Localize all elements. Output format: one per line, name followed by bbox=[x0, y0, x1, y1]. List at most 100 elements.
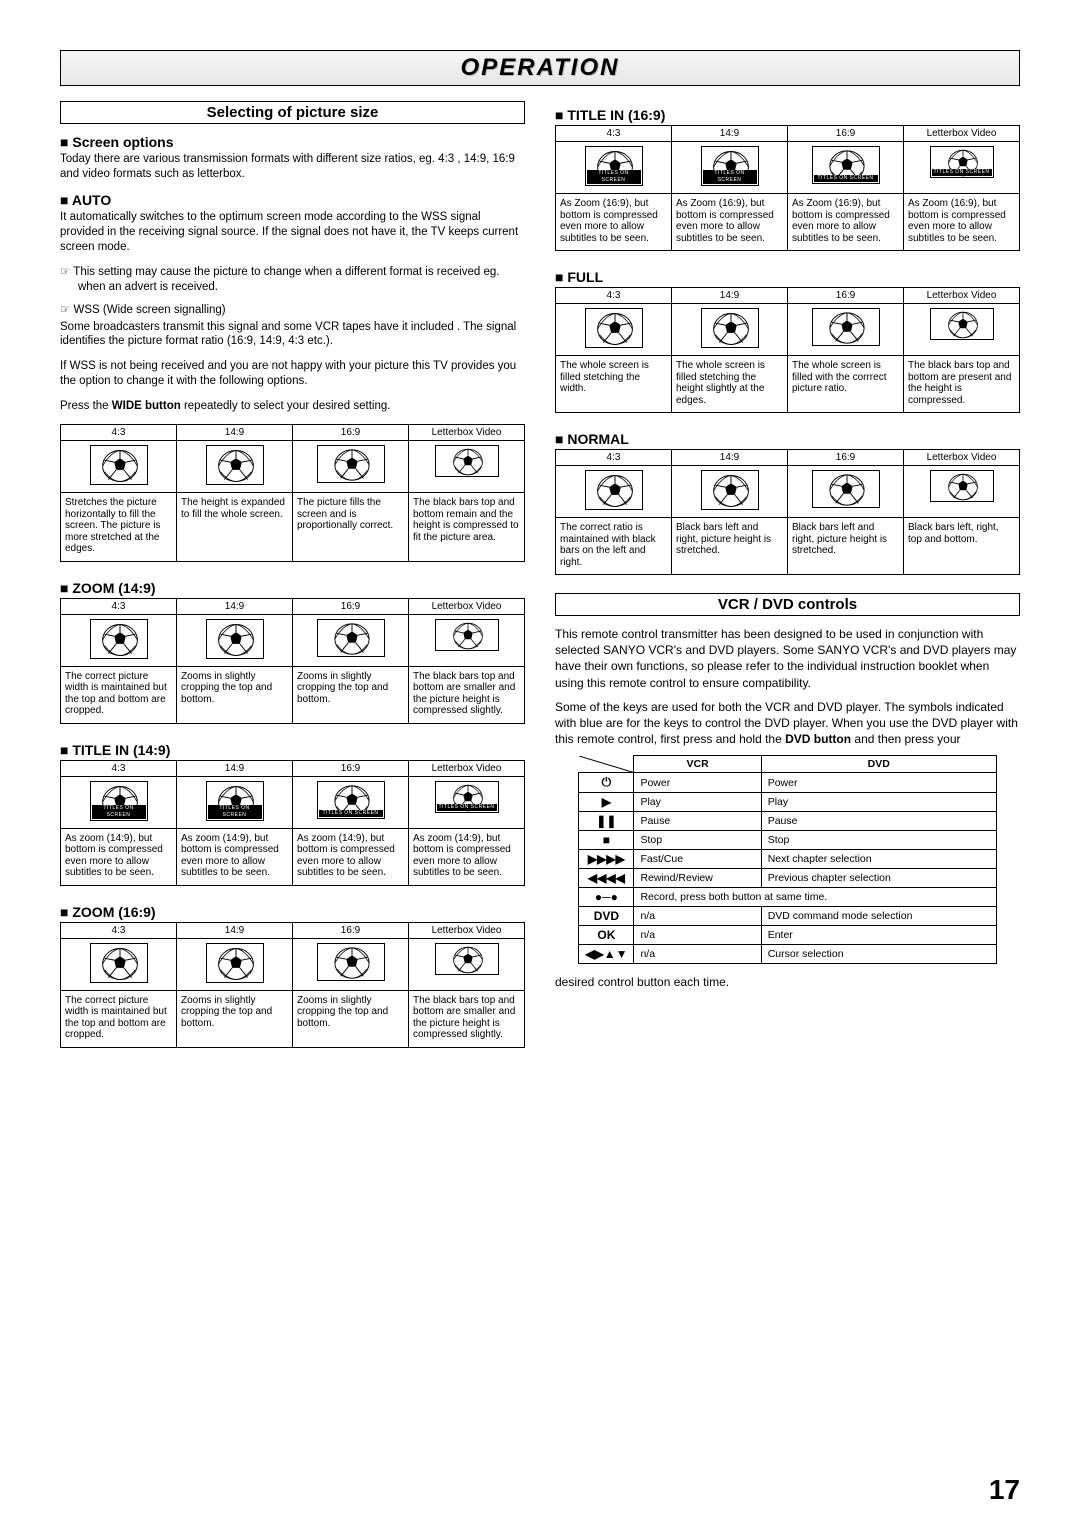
screen-preview-icon bbox=[317, 445, 385, 483]
mode-desc: As Zoom (16:9), but bottom is compressed… bbox=[672, 194, 788, 251]
mode-desc: The height is expanded to fill the whole… bbox=[177, 493, 293, 562]
col-hdr: 14:9 bbox=[672, 126, 788, 142]
col-hdr: 16:9 bbox=[293, 425, 409, 441]
col-hdr: Letterbox Video bbox=[409, 425, 525, 441]
screen-preview-icon bbox=[317, 619, 385, 657]
mode-desc: The black bars top and bottom are smalle… bbox=[409, 666, 525, 723]
screen-options-p: Today there are various transmission for… bbox=[60, 152, 525, 182]
sym-icon: ■ bbox=[579, 831, 634, 850]
dvd-cell: Power bbox=[761, 773, 996, 793]
col-hdr: Letterbox Video bbox=[409, 922, 525, 938]
mode-default-table: 4:314:916:9Letterbox Video Stretches bbox=[60, 424, 525, 562]
screen-preview-icon: TITLES ON SCREEN bbox=[90, 781, 148, 821]
left-column: Selecting of picture size Screen options… bbox=[60, 101, 525, 1066]
sym-icon: ●─● bbox=[579, 888, 634, 907]
col-hdr: Letterbox Video bbox=[409, 760, 525, 776]
col-hdr: 16:9 bbox=[788, 288, 904, 304]
vcr-row: ⏻ Power Power bbox=[579, 773, 997, 793]
screen-preview-icon bbox=[435, 445, 499, 477]
screen-preview-icon bbox=[90, 445, 148, 485]
col-hdr: 4:3 bbox=[61, 760, 177, 776]
screen-preview-icon bbox=[812, 308, 880, 346]
auto-note2-p: Some broadcasters transmit this signal a… bbox=[60, 320, 525, 350]
vcr-cell: Rewind/Review bbox=[634, 869, 761, 888]
col-hdr: 4:3 bbox=[61, 425, 177, 441]
vcr-p2: Some of the keys are used for both the V… bbox=[555, 699, 1020, 748]
sym-icon: ⏻ bbox=[579, 773, 634, 793]
vcr-cell: Stop bbox=[634, 831, 761, 850]
screen-preview-icon: TITLES ON SCREEN bbox=[812, 146, 880, 184]
dvd-cell: Pause bbox=[761, 812, 996, 831]
mode-desc: As Zoom (16:9), but bottom is compressed… bbox=[904, 194, 1020, 251]
sym-icon: DVD bbox=[579, 907, 634, 926]
mode-desc: The whole screen is filled stetching the… bbox=[672, 356, 788, 413]
screen-preview-icon bbox=[701, 470, 759, 510]
mode-desc: As zoom (14:9), but bottom is compressed… bbox=[177, 828, 293, 885]
mode-desc: The black bars top and bottom are smalle… bbox=[409, 990, 525, 1047]
page-number: 17 bbox=[989, 1474, 1020, 1506]
mode-desc: Stretches the picture horizontally to fi… bbox=[61, 493, 177, 562]
section-vcr-dvd: VCR / DVD controls bbox=[555, 593, 1020, 616]
mode-desc: Zooms in slightly cropping the top and b… bbox=[177, 990, 293, 1047]
col-hdr: 14:9 bbox=[177, 598, 293, 614]
screen-preview-icon bbox=[206, 619, 264, 659]
dvd-cell: DVD command mode selection bbox=[761, 907, 996, 926]
screen-preview-icon bbox=[585, 308, 643, 348]
screen-preview-icon: TITLES ON SCREEN bbox=[701, 146, 759, 186]
mode-desc: The black bars top and bottom remain and… bbox=[409, 493, 525, 562]
mode-desc: The whole screen is filled with the corr… bbox=[788, 356, 904, 413]
right-column: TITLE IN (16:9)4:314:916:9Letterbox Vide… bbox=[555, 101, 1020, 1066]
dvd-cell: Stop bbox=[761, 831, 996, 850]
mode-desc: Black bars left and right, picture heigh… bbox=[788, 518, 904, 575]
vcr-row: ●─● Record, press both button at same ti… bbox=[579, 888, 997, 907]
vcr-row: OK n/a Enter bbox=[579, 926, 997, 945]
sym-icon: ◀▶▲▼ bbox=[579, 945, 634, 964]
screen-preview-icon: TITLES ON SCREEN bbox=[317, 781, 385, 819]
vcr-cell: Fast/Cue bbox=[634, 850, 761, 869]
col-hdr: 14:9 bbox=[672, 288, 788, 304]
col-hdr: 14:9 bbox=[177, 425, 293, 441]
mode-desc: The whole screen is filled stetching the… bbox=[556, 356, 672, 413]
sym-icon: ◀◀◀◀ bbox=[579, 869, 634, 888]
vcr-row: ▶▶▶▶ Fast/Cue Next chapter selection bbox=[579, 850, 997, 869]
vcr-row: ◀▶▲▼ n/a Cursor selection bbox=[579, 945, 997, 964]
dvd-hdr: DVD bbox=[761, 756, 996, 773]
screen-options-h: Screen options bbox=[60, 134, 525, 150]
screen-preview-icon bbox=[930, 308, 994, 340]
screen-preview-icon bbox=[317, 943, 385, 981]
col-hdr: 4:3 bbox=[556, 450, 672, 466]
auto-note1: This setting may cause the picture to ch… bbox=[60, 265, 525, 295]
screen-preview-icon: TITLES ON SCREEN bbox=[206, 781, 264, 821]
vcr-hdr: VCR bbox=[634, 756, 761, 773]
mode-desc: As zoom (14:9), but bottom is compressed… bbox=[293, 828, 409, 885]
mode-desc: Zooms in slightly cropping the top and b… bbox=[177, 666, 293, 723]
mode-title149-h: TITLE IN (14:9) bbox=[60, 742, 525, 758]
vcr-cell: n/a bbox=[634, 945, 761, 964]
vcr-row: ■ Stop Stop bbox=[579, 831, 997, 850]
mode-desc: As Zoom (16:9), but bottom is compressed… bbox=[788, 194, 904, 251]
col-hdr: 4:3 bbox=[556, 288, 672, 304]
vcr-cell: Play bbox=[634, 793, 761, 812]
screen-preview-icon bbox=[206, 445, 264, 485]
col-hdr: 16:9 bbox=[293, 922, 409, 938]
vcr-cell: n/a bbox=[634, 907, 761, 926]
vcr-row: ❚❚ Pause Pause bbox=[579, 812, 997, 831]
vcr-row: DVD n/a DVD command mode selection bbox=[579, 907, 997, 926]
vcr-row: ◀◀◀◀ Rewind/Review Previous chapter sele… bbox=[579, 869, 997, 888]
mode-full-h: FULL bbox=[555, 269, 1020, 285]
mode-zoom169-table: 4:314:916:9Letterbox Video The correc bbox=[60, 922, 525, 1048]
mode-desc: As zoom (14:9), but bottom is compressed… bbox=[61, 828, 177, 885]
dvd-cell: Previous chapter selection bbox=[761, 869, 996, 888]
mode-desc: The picture fills the screen and is prop… bbox=[293, 493, 409, 562]
col-hdr: 16:9 bbox=[788, 126, 904, 142]
sym-icon: ▶ bbox=[579, 793, 634, 812]
mode-desc: The correct picture width is maintained … bbox=[61, 990, 177, 1047]
col-hdr: 16:9 bbox=[788, 450, 904, 466]
auto-h: AUTO bbox=[60, 192, 525, 208]
screen-preview-icon bbox=[435, 943, 499, 975]
auto-note2: WSS (Wide screen signalling) bbox=[60, 303, 525, 318]
vcr-p1: This remote control transmitter has been… bbox=[555, 626, 1020, 691]
vcr-cell: n/a bbox=[634, 926, 761, 945]
mode-normal-h: NORMAL bbox=[555, 431, 1020, 447]
dvd-cell: Enter bbox=[761, 926, 996, 945]
